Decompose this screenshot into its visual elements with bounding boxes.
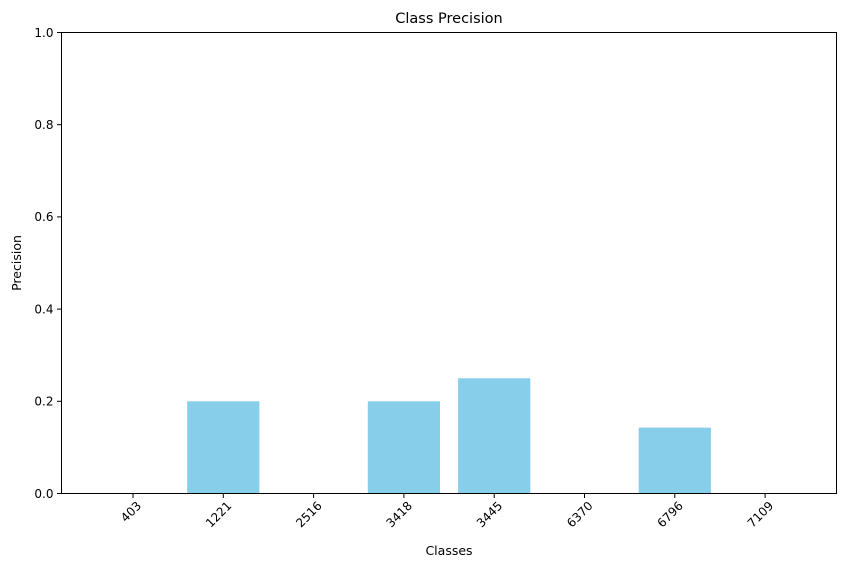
y-tick-label: 1.0	[34, 26, 53, 40]
x-tick-label: 403	[118, 499, 144, 525]
plot-frame	[61, 32, 837, 494]
x-tick-label: 3445	[474, 499, 505, 530]
x-tick-label: 3418	[384, 499, 415, 530]
y-tick-label: 0.8	[34, 118, 53, 132]
x-tick-label: 7109	[745, 499, 776, 530]
x-tick-label: 1221	[203, 499, 234, 530]
x-tick-label: 6370	[564, 499, 595, 530]
x-axis: 403 1221 2516 3418 3445 6370 6796 7109	[118, 493, 776, 530]
bar-3418	[367, 401, 440, 494]
bar-6796	[638, 427, 711, 494]
bars-layer	[187, 378, 711, 494]
chart-title: Class Precision	[395, 11, 502, 27]
y-axis-label: Precision	[9, 235, 24, 291]
y-tick-label: 0.0	[34, 487, 53, 501]
bar-3445	[458, 378, 531, 494]
bar-1221	[187, 401, 260, 494]
y-tick-label: 0.4	[34, 302, 53, 316]
x-axis-label: Classes	[425, 543, 472, 558]
x-tick-label: 2516	[293, 499, 324, 530]
y-tick-label: 0.6	[34, 210, 53, 224]
y-tick-label: 0.2	[34, 395, 53, 409]
y-axis: 0.0 0.2 0.4 0.6 0.8 1.0	[34, 26, 62, 501]
x-tick-label: 6796	[654, 499, 685, 530]
